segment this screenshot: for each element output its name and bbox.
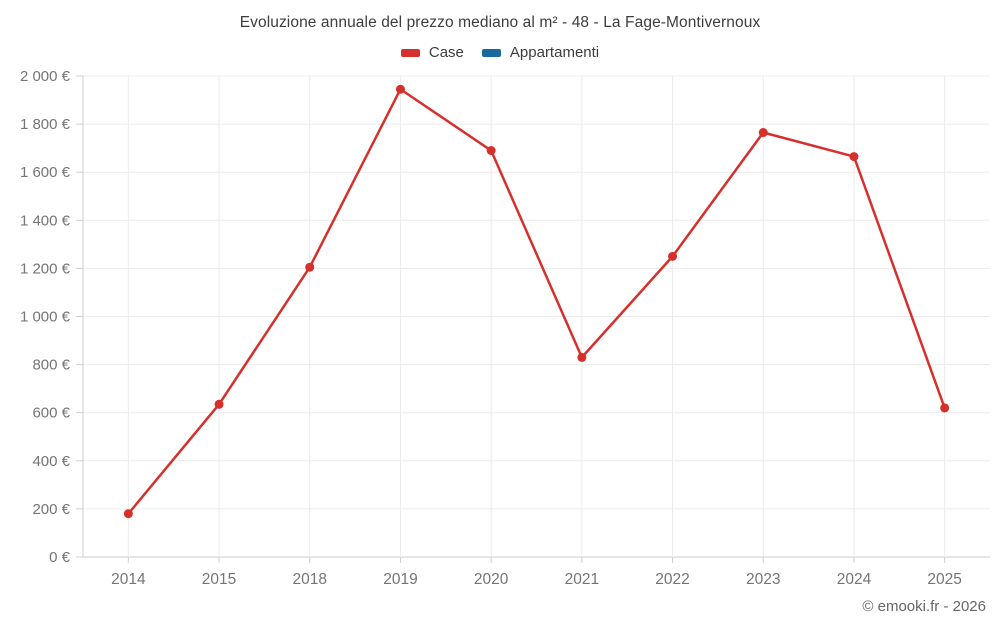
legend-item-appartamenti[interactable]: Appartamenti [481,44,600,61]
x-tick-label: 2025 [927,571,961,588]
data-point-case-2022 [668,251,678,261]
x-tick-label: 2022 [655,571,689,588]
x-tick-label: 2019 [383,571,417,588]
y-tick-label: 200 € [32,501,70,518]
y-tick-label: 600 € [32,405,70,422]
y-tick-label: 800 € [32,357,70,374]
data-point-case-2020 [486,146,496,156]
x-tick-label: 2014 [111,571,146,588]
copyright-footer: © emooki.fr - 2026 [862,598,986,615]
x-tick-label: 2020 [474,571,509,588]
y-tick-label: 1 400 € [20,212,71,229]
data-point-case-2024 [849,152,859,162]
chart-legend: Case Appartamenti [0,44,1000,61]
y-tick-label: 2 000 € [20,68,71,85]
appartamenti-series-swatch-icon [481,48,501,57]
data-point-case-2014 [123,509,133,519]
data-point-case-2023 [758,128,768,138]
x-tick-label: 2018 [293,571,327,588]
y-tick-label: 0 € [49,549,71,566]
data-point-case-2015 [214,399,224,409]
y-tick-label: 400 € [32,453,70,470]
y-tick-label: 1 200 € [20,260,71,277]
data-point-case-2025 [940,403,950,413]
chart-title: Evoluzione annuale del prezzo mediano al… [239,14,761,31]
y-tick-label: 1 600 € [20,164,71,181]
series-line-case [127,87,946,515]
x-tick-label: 2023 [746,571,780,588]
data-point-case-2019 [395,84,405,94]
y-tick-label: 1 800 € [20,116,71,133]
case-series-swatch-icon [400,48,420,57]
data-point-case-2018 [305,262,315,272]
x-tick-label: 2015 [202,571,236,588]
data-point-case-2021 [577,352,587,362]
legend-label-appartamenti: Appartamenti [509,44,600,61]
x-tick-label: 2021 [565,571,599,588]
legend-item-case[interactable]: Case [400,44,464,61]
y-tick-label: 1 000 € [20,309,71,326]
x-tick-label: 2024 [837,571,872,588]
legend-label-case: Case [428,44,464,61]
